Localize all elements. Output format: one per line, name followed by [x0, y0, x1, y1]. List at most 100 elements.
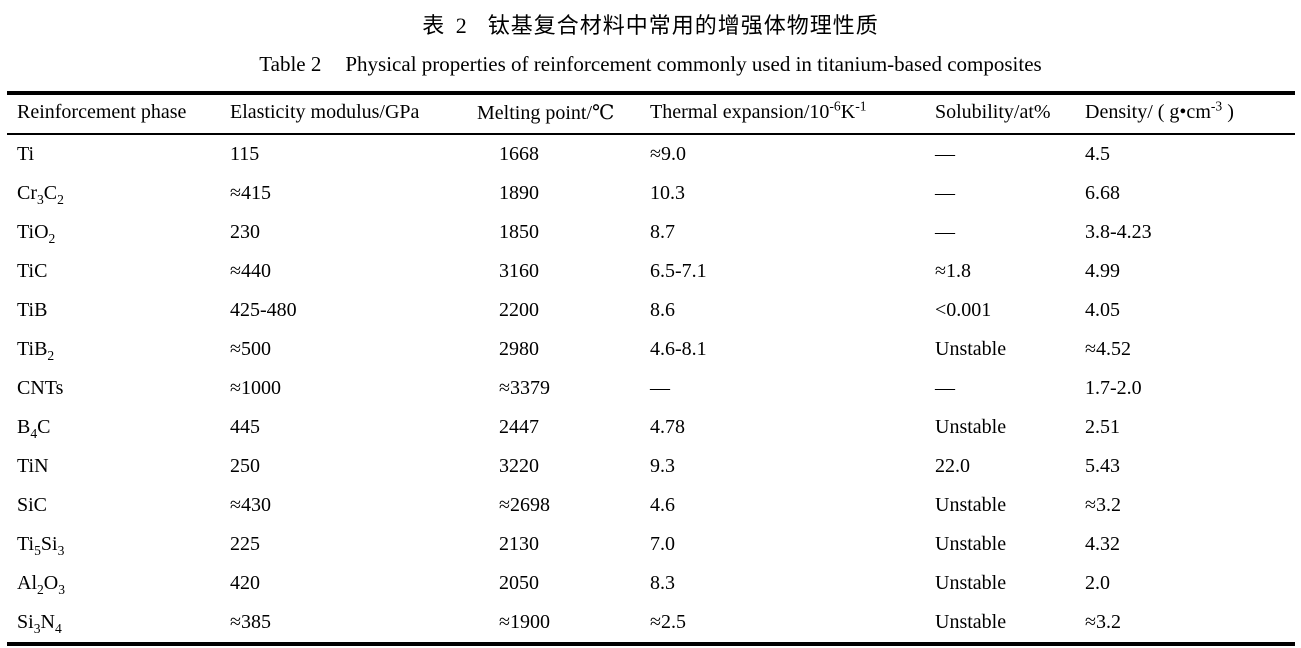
header-row: Reinforcement phase Elasticity modulus/GP… [7, 93, 1295, 135]
column-header-modulus: Elasticity modulus/GPa [230, 93, 477, 135]
cell-solubility: — [935, 377, 955, 399]
column-header-phase: Reinforcement phase [7, 93, 230, 135]
table-row: TiC ≈440 3160 6.5-7.1 ≈1.8 4.99 [7, 252, 1295, 291]
cell-density: 4.05 [1085, 299, 1120, 321]
cell-modulus: ≈430 [230, 494, 271, 516]
cell-melting: 3220 [499, 455, 539, 477]
table-row: CNTs ≈1000 ≈3379 — — 1.7-2.0 [7, 369, 1295, 408]
cell-expansion: 7.0 [650, 533, 675, 555]
cell-modulus: ≈500 [230, 338, 271, 360]
cell-modulus: 445 [230, 416, 260, 438]
table-caption-zh: 表 2 钛基复合材料中常用的增强体物理性质 [0, 0, 1301, 40]
cell-solubility: Unstable [935, 572, 1007, 594]
cell-melting: 2130 [499, 533, 539, 555]
cell-density: 5.43 [1085, 455, 1120, 477]
table-row: Cr3C2 ≈415 1890 10.3 — 6.68 [7, 174, 1295, 213]
cell-density: 4.32 [1085, 533, 1120, 555]
cell-modulus: 115 [230, 143, 260, 165]
cell-phase: TiC [17, 260, 48, 282]
cell-density: 4.99 [1085, 260, 1120, 282]
table-row: Si3N4 ≈385 ≈1900 ≈2.5 Unstable ≈3.2 [7, 603, 1295, 644]
cell-melting: 1850 [499, 221, 539, 243]
cell-density: 3.8-4.23 [1085, 221, 1152, 243]
table-row: Ti 115 1668 ≈9.0 — 4.5 [7, 134, 1295, 174]
cell-density: ≈4.52 [1085, 338, 1131, 360]
cell-modulus: ≈385 [230, 611, 271, 633]
cell-melting: ≈1900 [499, 611, 550, 633]
cell-melting: 2447 [499, 416, 539, 438]
cell-density: 1.7-2.0 [1085, 377, 1142, 399]
cell-solubility: — [935, 182, 955, 204]
cell-phase: TiO2 [17, 221, 56, 246]
cell-phase: TiB [17, 299, 48, 321]
table-row: TiB2 ≈500 2980 4.6-8.1 Unstable ≈4.52 [7, 330, 1295, 369]
cell-density: 2.0 [1085, 572, 1110, 594]
cell-density: 2.51 [1085, 416, 1120, 438]
cell-density: ≈3.2 [1085, 611, 1121, 633]
cell-solubility: — [935, 143, 955, 165]
cell-modulus: 420 [230, 572, 260, 594]
cell-melting: 2980 [499, 338, 539, 360]
cell-phase: Ti [17, 143, 35, 165]
cell-modulus: 250 [230, 455, 260, 477]
cell-expansion: 8.7 [650, 221, 675, 243]
cell-phase: Si3N4 [17, 611, 62, 636]
cell-phase: TiB2 [17, 338, 55, 363]
cell-phase: TiN [17, 455, 49, 477]
cell-expansion: 8.3 [650, 572, 675, 594]
cell-expansion: 4.6 [650, 494, 675, 516]
cell-melting: 2050 [499, 572, 539, 594]
column-header-solubility: Solubility/at% [935, 93, 1085, 135]
cell-expansion: ≈9.0 [650, 143, 686, 165]
cell-solubility: ≈1.8 [935, 260, 971, 282]
cell-modulus: 230 [230, 221, 260, 243]
column-header-expansion: Thermal expansion/10-6K-1 [650, 93, 935, 135]
table-row: TiN 250 3220 9.3 22.0 5.43 [7, 447, 1295, 486]
cell-solubility: <0.001 [935, 299, 992, 321]
table-caption-zh-text: 钛基复合材料中常用的增强体物理性质 [487, 13, 879, 38]
cell-solubility: — [935, 221, 955, 243]
cell-solubility: Unstable [935, 494, 1007, 516]
column-header-density: Density/ ( g•cm-3 ) [1085, 93, 1295, 135]
reinforcement-properties-table: Reinforcement phase Elasticity modulus/GP… [7, 91, 1295, 646]
cell-modulus: ≈1000 [230, 377, 281, 399]
cell-melting: 1668 [499, 143, 539, 165]
cell-melting: 3160 [499, 260, 539, 282]
cell-expansion: 6.5-7.1 [650, 260, 707, 282]
cell-phase: Ti5Si3 [17, 533, 65, 558]
cell-melting: ≈3379 [499, 377, 550, 399]
table-row: Ti5Si3 225 2130 7.0 Unstable 4.32 [7, 525, 1295, 564]
table-row: TiO2 230 1850 8.7 — 3.8-4.23 [7, 213, 1295, 252]
table-caption-en-label: Table 2 [259, 52, 322, 76]
cell-modulus: ≈415 [230, 182, 271, 204]
table-caption-en: Table 2 Physical properties of reinforcem… [0, 52, 1301, 77]
cell-phase: Cr3C2 [17, 182, 64, 207]
table-row: TiB 425-480 2200 8.6 <0.001 4.05 [7, 291, 1295, 330]
cell-phase: B4C [17, 416, 51, 441]
cell-density: 6.68 [1085, 182, 1120, 204]
cell-phase: CNTs [17, 377, 64, 399]
cell-solubility: Unstable [935, 338, 1007, 360]
table-row: SiC ≈430 ≈2698 4.6 Unstable ≈3.2 [7, 486, 1295, 525]
cell-expansion: — [650, 377, 670, 399]
cell-modulus: ≈440 [230, 260, 271, 282]
cell-melting: ≈2698 [499, 494, 550, 516]
cell-expansion: 10.3 [650, 182, 685, 204]
cell-expansion: ≈2.5 [650, 611, 686, 633]
cell-phase: Al2O3 [17, 572, 66, 597]
cell-melting: 1890 [499, 182, 539, 204]
column-header-melting: Melting point/℃ [477, 93, 650, 135]
cell-expansion: 9.3 [650, 455, 675, 477]
table-caption-zh-label: 表 2 [422, 13, 470, 38]
cell-solubility: Unstable [935, 533, 1007, 555]
cell-density: ≈3.2 [1085, 494, 1121, 516]
cell-melting: 2200 [499, 299, 539, 321]
cell-expansion: 4.78 [650, 416, 685, 438]
cell-expansion: 4.6-8.1 [650, 338, 707, 360]
cell-modulus: 425-480 [230, 299, 297, 321]
cell-modulus: 225 [230, 533, 260, 555]
cell-density: 4.5 [1085, 143, 1110, 165]
cell-solubility: Unstable [935, 611, 1007, 633]
table-row: B4C 445 2447 4.78 Unstable 2.51 [7, 408, 1295, 447]
